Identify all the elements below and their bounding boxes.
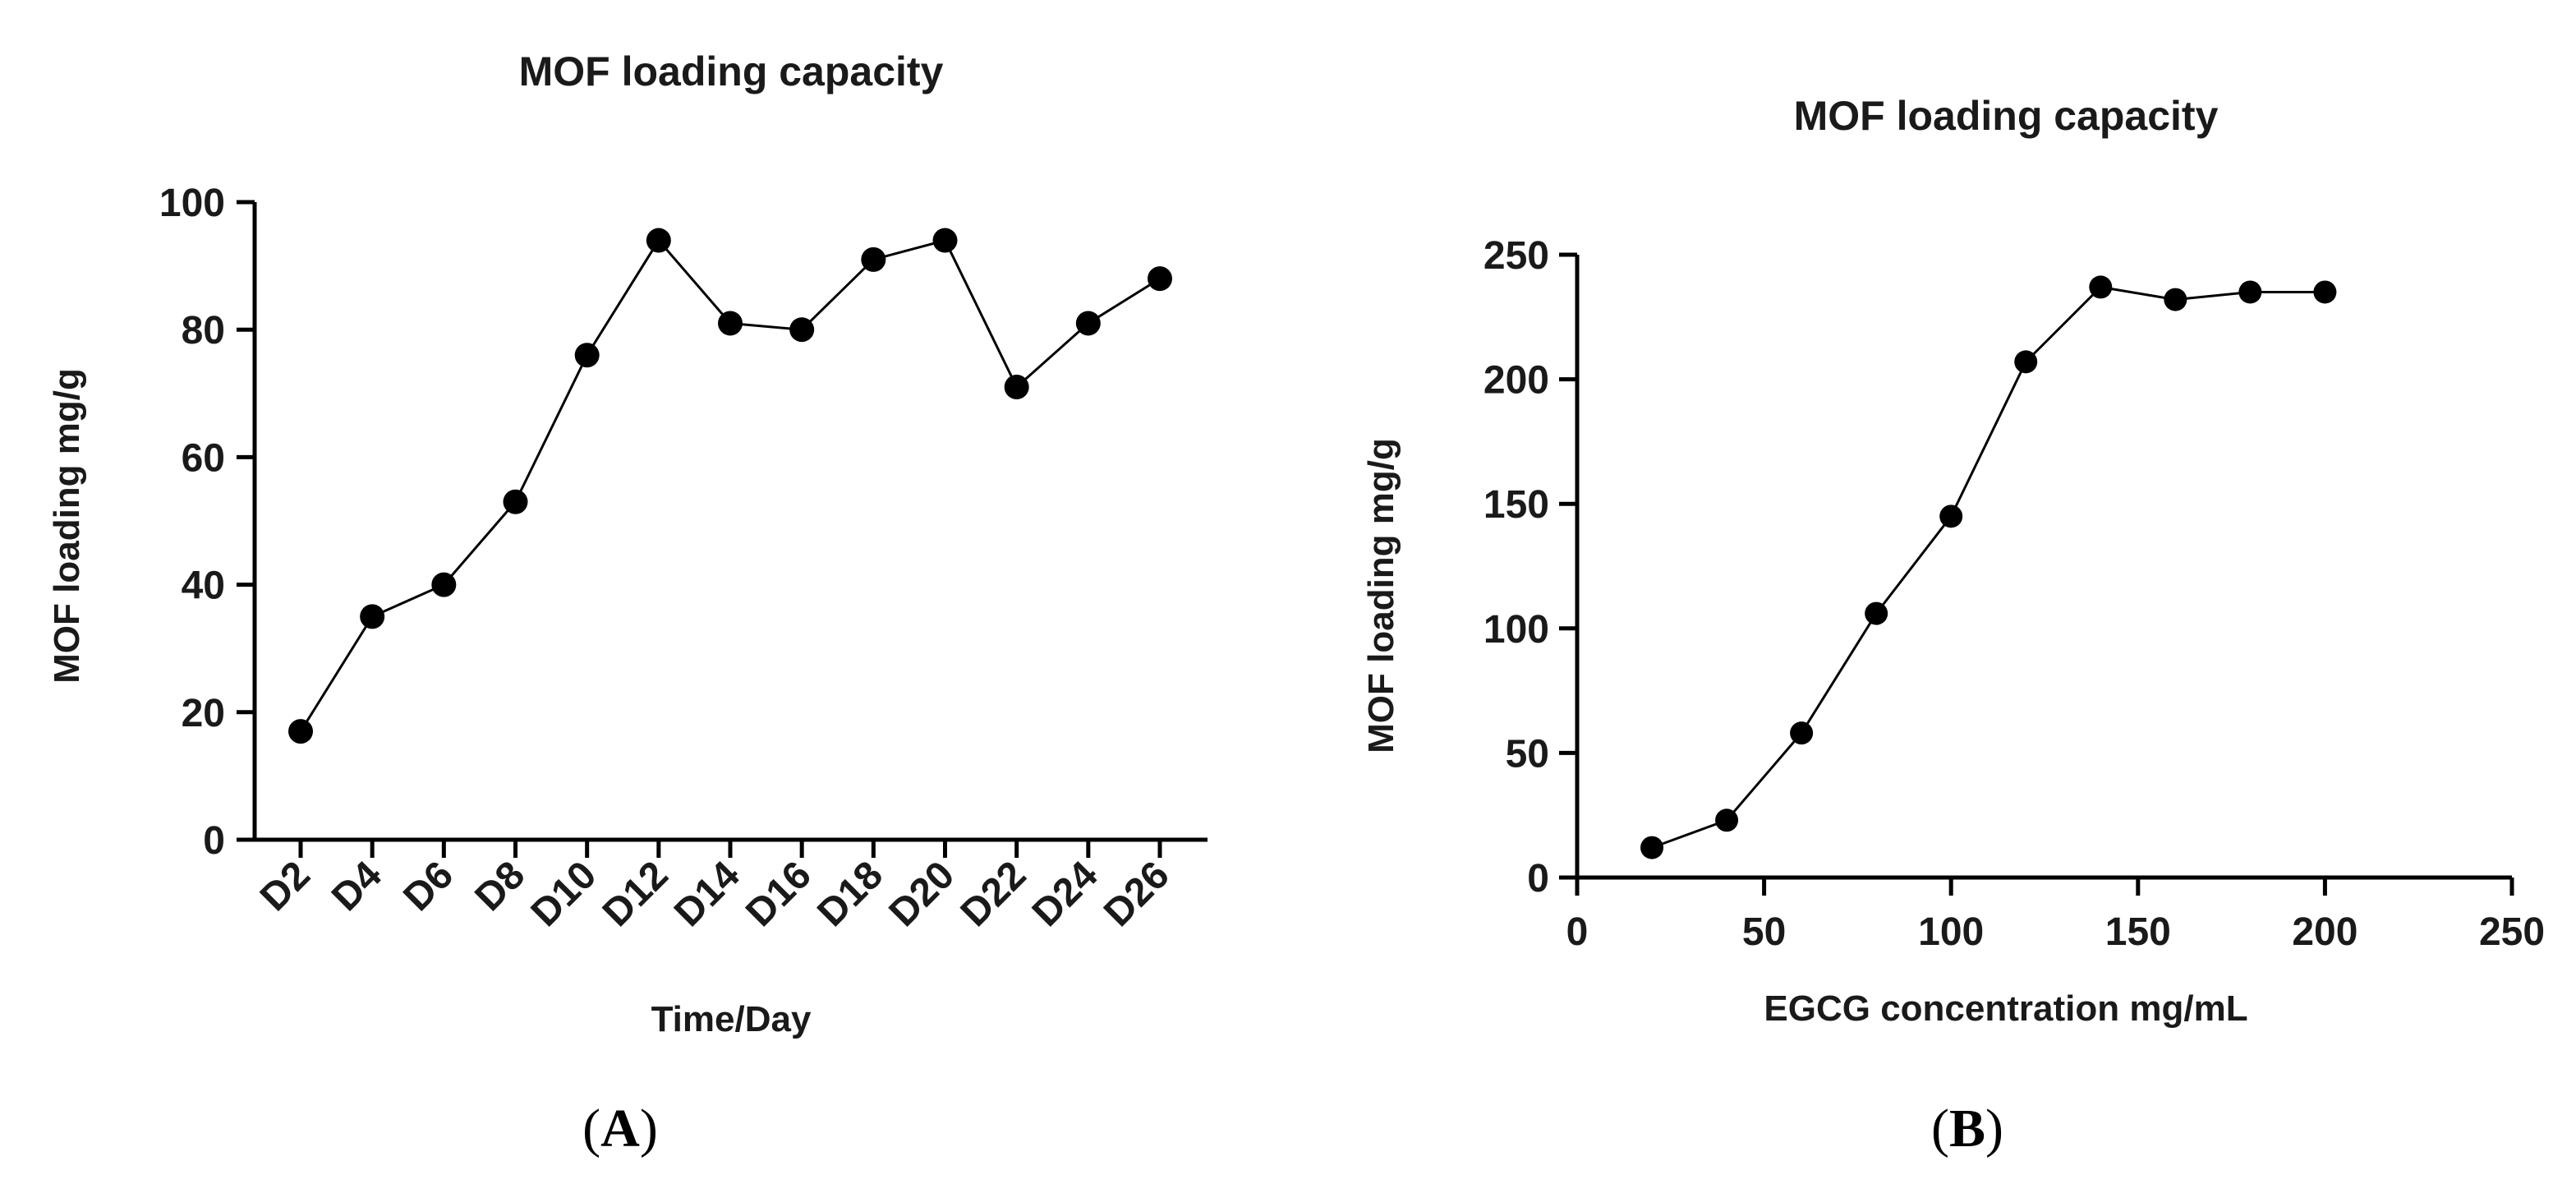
chart-panel-a: MOF loading capacity MOF loading mg/g Ti… bbox=[47, 48, 1208, 1159]
chart-b-point-60 bbox=[1790, 721, 1814, 745]
chart-b-x-axis-label: EGCG concentration mg/mL bbox=[1764, 988, 2247, 1029]
chart-a-y-tick-label: 20 bbox=[182, 692, 225, 735]
chart-a-x-axis-label: Time/Day bbox=[651, 999, 812, 1039]
chart-a-x-tick-label: D14 bbox=[666, 853, 748, 935]
chart-b-point-180 bbox=[2238, 280, 2262, 304]
chart-b-x-tick-label: 250 bbox=[2479, 910, 2545, 954]
chart-b-x-ticks: 0 50 100 150 200 250 bbox=[1566, 878, 2545, 954]
chart-a-x-tick-label: D26 bbox=[1096, 853, 1178, 935]
chart-a-point-d2 bbox=[288, 719, 313, 744]
chart-a-point-d12 bbox=[646, 228, 671, 253]
chart-a-x-tick-label: D6 bbox=[395, 853, 462, 919]
chart-a-point-d18 bbox=[861, 246, 886, 272]
chart-b-x-tick-label: 200 bbox=[2292, 910, 2358, 954]
chart-a-x-tick-label: D10 bbox=[523, 853, 605, 935]
chart-b-point-80 bbox=[1865, 601, 1888, 625]
chart-a-x-tick-label: D16 bbox=[738, 853, 820, 935]
chart-b-point-140 bbox=[2089, 275, 2113, 299]
chart-a-point-d6 bbox=[431, 572, 457, 597]
chart-a-x-tick-label: D8 bbox=[467, 853, 533, 919]
chart-a-point-d24 bbox=[1075, 311, 1101, 336]
chart-b-y-tick-label: 250 bbox=[1484, 234, 1549, 278]
chart-b-x-tick-label: 50 bbox=[1742, 910, 1786, 954]
chart-a-point-d16 bbox=[789, 317, 815, 343]
chart-a-title: MOF loading capacity bbox=[519, 48, 944, 94]
chart-b-point-40 bbox=[1715, 809, 1739, 832]
chart-a-y-tick-label: 40 bbox=[182, 564, 225, 608]
chart-b-point-200 bbox=[2313, 280, 2337, 304]
chart-a-y-tick-label: 0 bbox=[203, 819, 225, 863]
chart-b-y-tick-label: 100 bbox=[1484, 608, 1549, 652]
chart-a-point-d14 bbox=[718, 311, 743, 336]
chart-b-point-100 bbox=[1939, 504, 1963, 528]
chart-a-x-tick-label: D4 bbox=[324, 853, 390, 919]
chart-b-x-tick-label: 100 bbox=[1918, 910, 1984, 954]
chart-a-point-d4 bbox=[360, 604, 385, 629]
chart-a-x-tick-label: D18 bbox=[809, 853, 891, 935]
chart-a-x-tick-label: D20 bbox=[881, 853, 964, 935]
chart-a-y-axis-label: MOF loading mg/g bbox=[47, 368, 87, 684]
chart-a-x-tick-label: D22 bbox=[953, 853, 1035, 935]
chart-b-point-160 bbox=[2164, 288, 2187, 311]
chart-a-y-tick-label: 100 bbox=[159, 182, 225, 225]
chart-a-y-tick-label: 80 bbox=[182, 309, 225, 352]
chart-a-x-tick-label: D12 bbox=[595, 853, 677, 935]
chart-a-point-d20 bbox=[932, 228, 958, 253]
panel-a-label: (A) bbox=[582, 1099, 658, 1159]
chart-b-x-tick-label: 150 bbox=[2105, 910, 2171, 954]
chart-a-points bbox=[288, 228, 1172, 744]
chart-b-point-120 bbox=[2014, 350, 2038, 374]
chart-b-y-tick-label: 200 bbox=[1484, 359, 1549, 403]
chart-b-title: MOF loading capacity bbox=[1794, 93, 2219, 139]
chart-a-y-tick-label: 60 bbox=[182, 436, 225, 480]
chart-a-point-d26 bbox=[1148, 266, 1172, 292]
chart-a-point-d10 bbox=[574, 343, 600, 368]
chart-a-x-tick-label: D2 bbox=[252, 853, 319, 919]
chart-b-x-tick-label: 0 bbox=[1566, 910, 1589, 954]
chart-b-y-tick-label: 0 bbox=[1527, 857, 1549, 901]
chart-b-y-tick-label: 150 bbox=[1484, 483, 1549, 527]
chart-b-y-tick-label: 50 bbox=[1506, 732, 1549, 776]
chart-b-point-20 bbox=[1640, 836, 1664, 859]
chart-b-points bbox=[1640, 275, 2337, 859]
chart-a-y-ticks: 0 20 40 60 80 100 bbox=[159, 182, 255, 863]
chart-a-x-tick-label: D24 bbox=[1024, 853, 1106, 935]
chart-b-y-ticks: 0 50 100 150 200 250 bbox=[1484, 234, 1577, 901]
panel-b-label: (B) bbox=[1931, 1099, 2003, 1159]
chart-panel-b: MOF loading capacity MOF loading mg/g EG… bbox=[1361, 93, 2545, 1159]
chart-a-point-d8 bbox=[503, 489, 528, 514]
chart-b-y-axis-label: MOF loading mg/g bbox=[1361, 438, 1401, 753]
chart-b-series-line bbox=[1651, 285, 2325, 850]
chart-a-point-d22 bbox=[1004, 375, 1029, 400]
